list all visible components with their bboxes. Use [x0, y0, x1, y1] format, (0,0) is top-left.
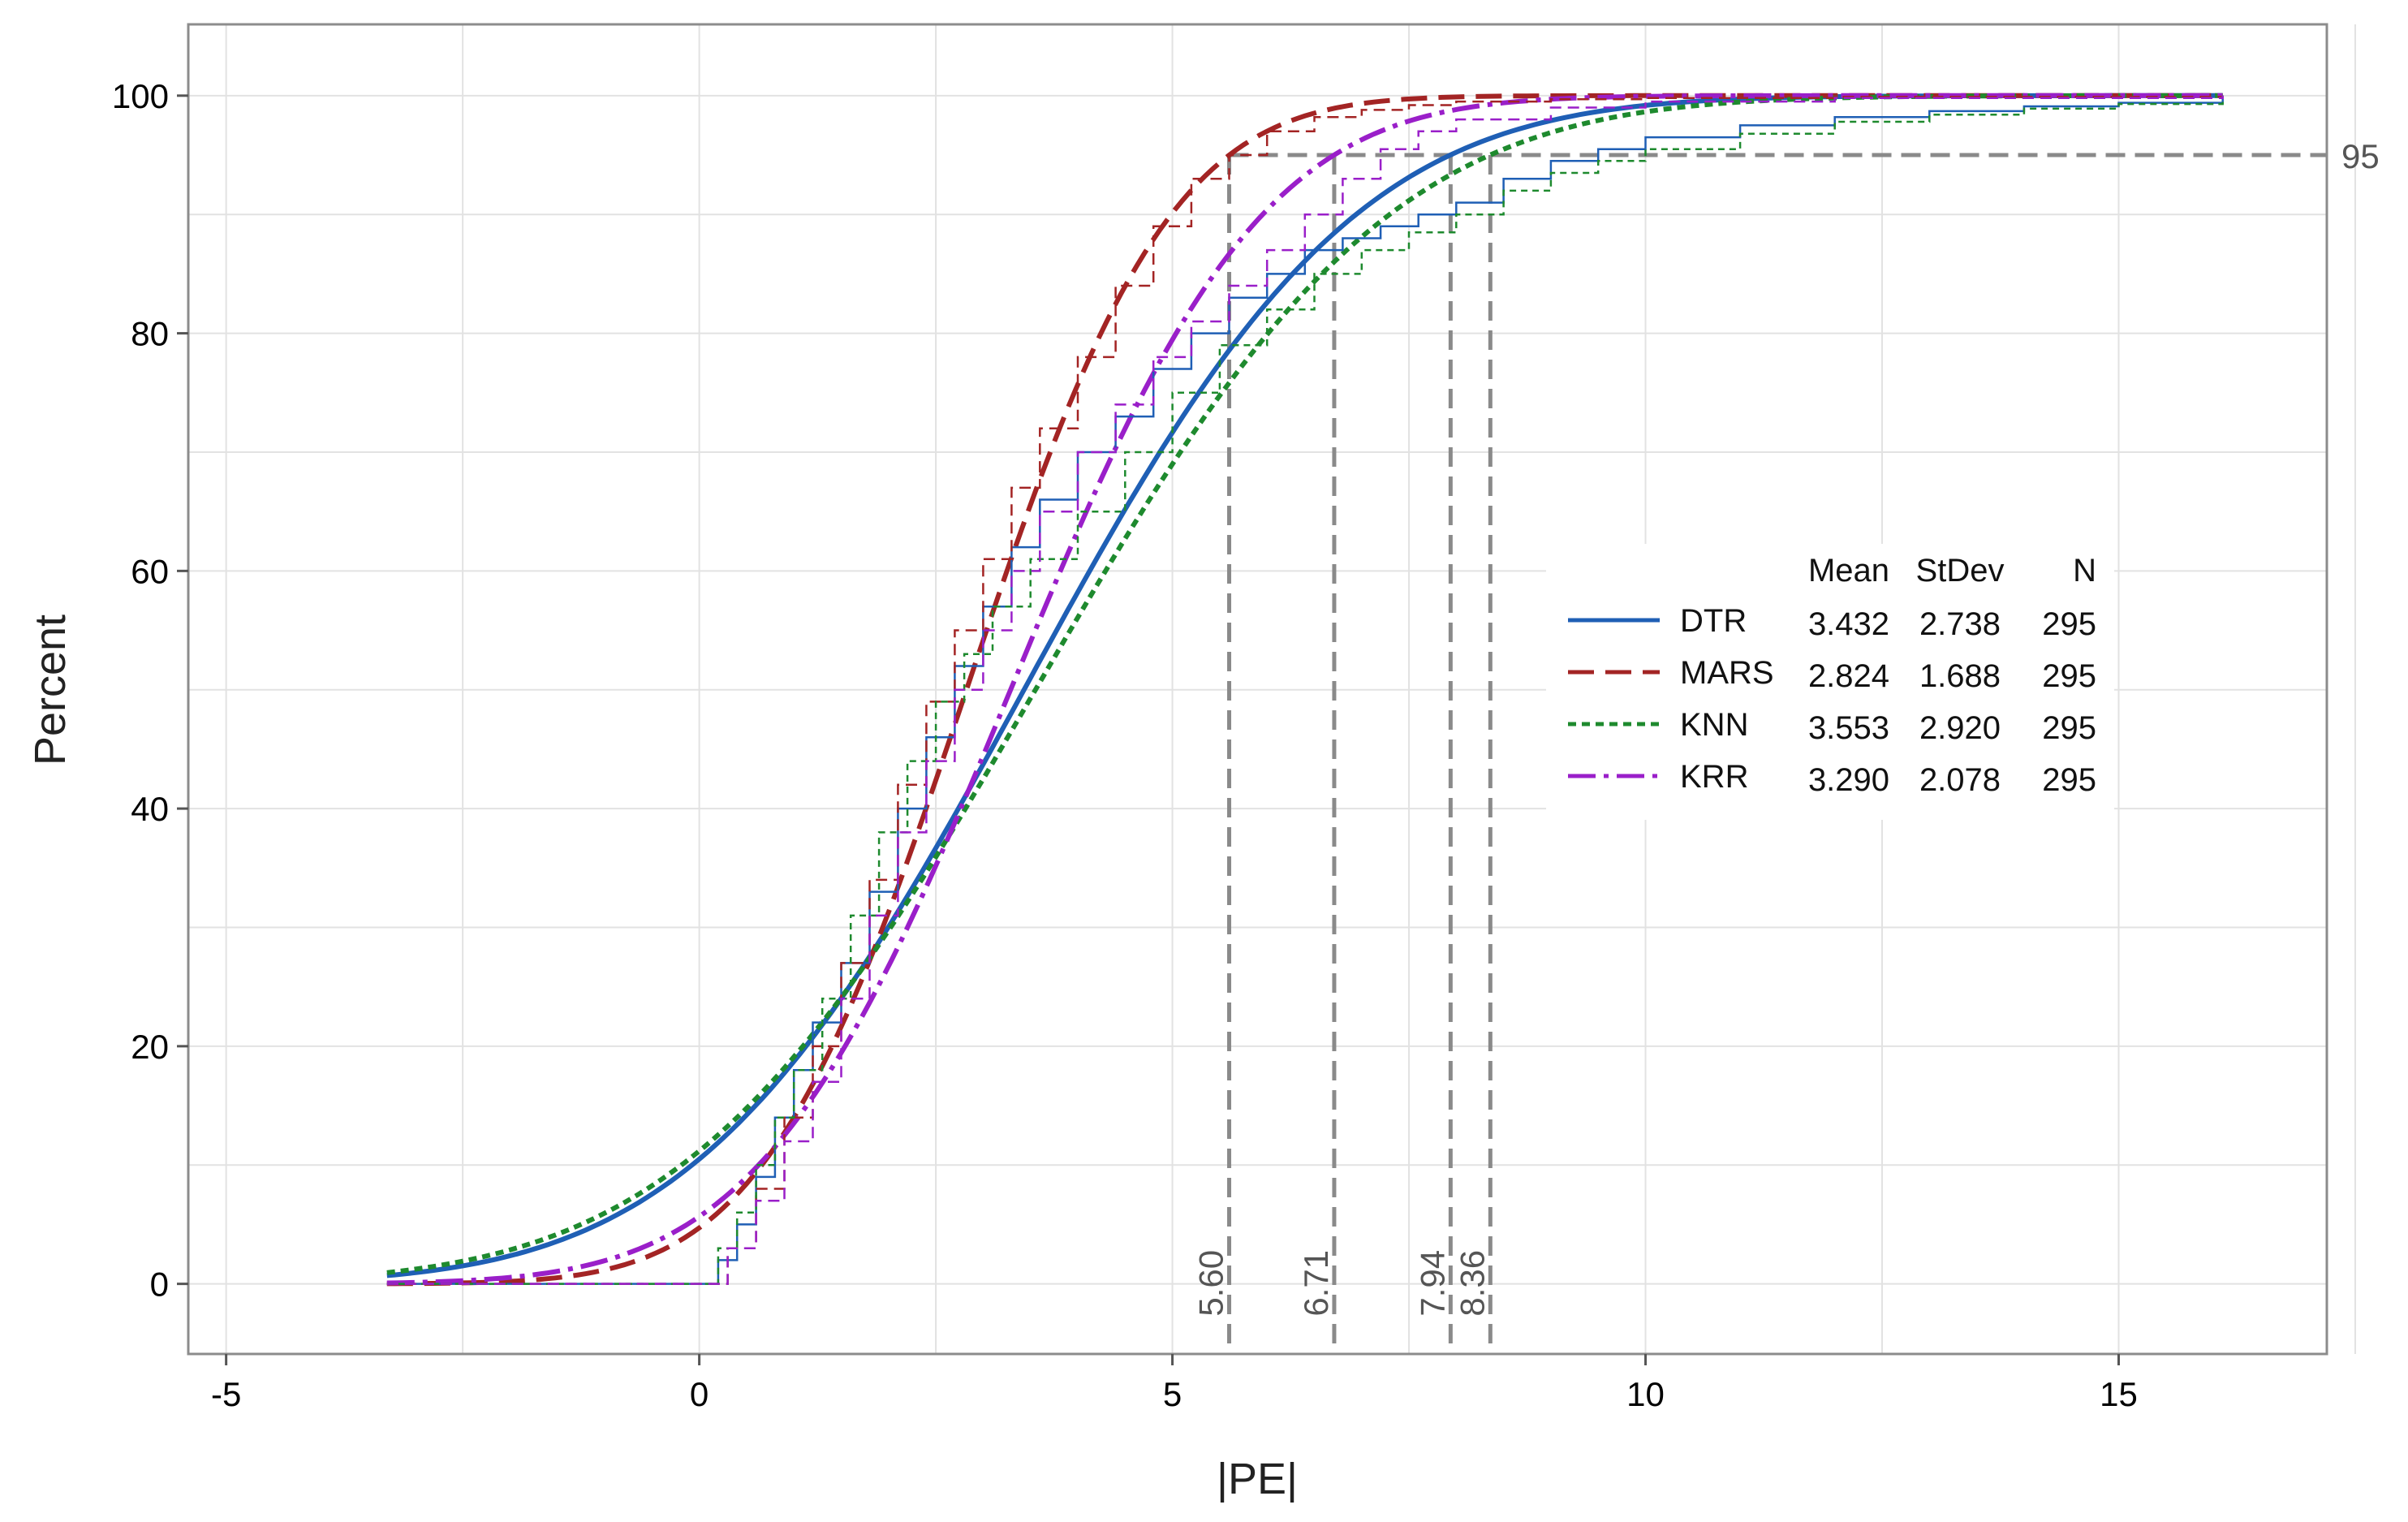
- y-tick-label: 100: [112, 77, 169, 115]
- legend-n-value: 295: [2042, 606, 2096, 642]
- legend-n-value: 295: [2042, 658, 2096, 694]
- fit-curve-mars: [386, 93, 2223, 1287]
- x-axis-title: |PE|: [1217, 1455, 1298, 1503]
- legend-header-mean: Mean: [1808, 553, 1889, 589]
- legend-mean-value: 3.432: [1808, 606, 1889, 642]
- legend-stdev-value: 2.738: [1919, 606, 2001, 642]
- x-tick-label: 10: [1626, 1375, 1665, 1413]
- grid: [188, 24, 2356, 1354]
- empirical-step-knn: [386, 95, 2224, 1285]
- y-tick-label: 60: [131, 552, 169, 590]
- legend-mean-value: 3.290: [1808, 762, 1889, 798]
- plot-frame: [187, 23, 2328, 1356]
- ref-label-vertical: 7.94: [1413, 1250, 1451, 1317]
- legend-header-n: N: [2073, 553, 2096, 589]
- y-tick-label: 0: [150, 1265, 169, 1304]
- legend-name-krr: KRR: [1680, 759, 1748, 795]
- x-tick-label: 15: [2100, 1375, 2138, 1413]
- empirical-step-krr: [386, 95, 2224, 1285]
- legend-mean-value: 2.824: [1808, 658, 1889, 694]
- x-tick-label: -5: [211, 1375, 241, 1413]
- axis-ticks: -5 0 5 10 15 0 20 40 60 80 100: [112, 77, 2138, 1413]
- ref-label-vertical: 6.71: [1297, 1250, 1335, 1317]
- legend-stdev-value: 2.920: [1919, 710, 2001, 746]
- legend-mean-value: 3.553: [1808, 710, 1889, 746]
- y-tick-label: 20: [131, 1028, 169, 1066]
- fit-curve-krr: [386, 93, 2223, 1286]
- legend-n-value: 295: [2042, 710, 2096, 746]
- reference-lines: 95 5.60 6.71 7.94 8.36: [1192, 137, 2380, 1354]
- x-tick-label: 5: [1163, 1375, 1182, 1413]
- legend-name-dtr: DTR: [1680, 603, 1747, 639]
- legend-name-mars: MARS: [1680, 655, 1774, 691]
- legend: Mean StDev N DTR 3.432 2.738 295 MARS 2.824 1.688…: [1546, 544, 2114, 820]
- legend-stdev-value: 1.688: [1919, 658, 2001, 694]
- ref-label-95: 95: [2341, 137, 2380, 175]
- legend-n-value: 295: [2042, 762, 2096, 798]
- ref-label-vertical: 5.60: [1192, 1250, 1230, 1317]
- ref-label-vertical: 8.36: [1453, 1250, 1491, 1317]
- y-axis-title: Percent: [26, 614, 75, 765]
- y-tick-label: 40: [131, 790, 169, 828]
- empirical-cdf-steps: [386, 95, 2224, 1285]
- empirical-step-mars: [386, 95, 2224, 1285]
- legend-header-stdev: StDev: [1916, 553, 2005, 589]
- x-tick-label: 0: [690, 1375, 709, 1413]
- legend-name-knn: KNN: [1680, 707, 1748, 743]
- legend-stdev-value: 2.078: [1919, 762, 2001, 798]
- legend-background: [1546, 544, 2114, 820]
- y-tick-label: 80: [131, 315, 169, 353]
